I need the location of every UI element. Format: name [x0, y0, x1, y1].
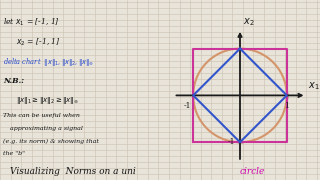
Text: -1: -1	[183, 102, 191, 110]
Text: 1: 1	[284, 102, 289, 110]
Text: $x_2$ = [-1, 1]: $x_2$ = [-1, 1]	[16, 36, 61, 48]
Text: the "b": the "b"	[3, 151, 25, 156]
Text: delta chart  $\|x\|_1, \|x\|_2, \|x\|_\infty$: delta chart $\|x\|_1, \|x\|_2, \|x\|_\in…	[3, 56, 94, 68]
Text: This can be useful when: This can be useful when	[3, 113, 80, 118]
Text: circle: circle	[240, 167, 265, 176]
Text: $x_1$: $x_1$	[308, 80, 319, 92]
Text: Visualizing  Norms on a uni: Visualizing Norms on a uni	[10, 167, 135, 176]
Text: N.B.:: N.B.:	[3, 77, 24, 85]
Text: $x_2$: $x_2$	[243, 16, 254, 28]
Text: -1: -1	[228, 138, 235, 146]
Text: (e.g. its norm) & showing that: (e.g. its norm) & showing that	[3, 139, 99, 144]
Text: approximating a signal: approximating a signal	[10, 126, 83, 131]
Text: $\|x\|_1 \geq \|x\|_2 \geq \|x\|_\infty$: $\|x\|_1 \geq \|x\|_2 \geq \|x\|_\infty$	[16, 95, 79, 106]
Text: let $x_1$ = [-1, 1]: let $x_1$ = [-1, 1]	[3, 16, 60, 28]
